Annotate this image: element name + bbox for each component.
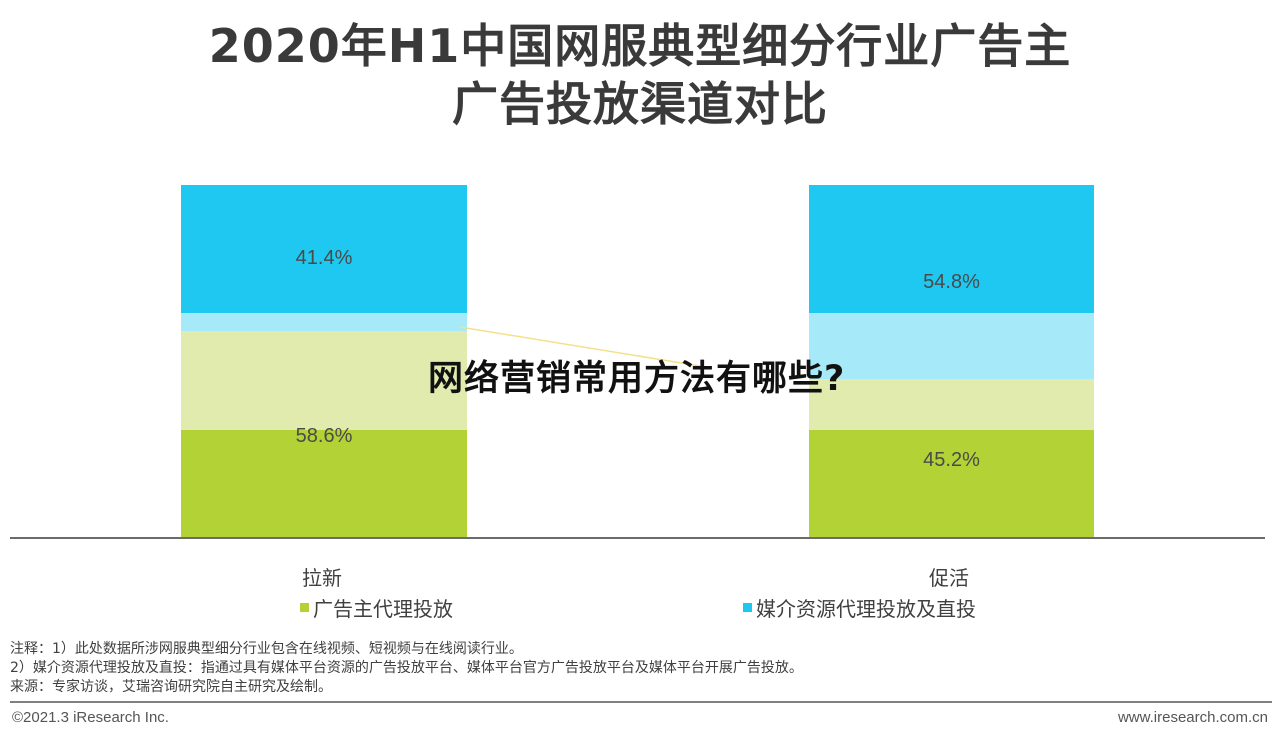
- copyright-text: ©2021.3 iResearch Inc.: [12, 709, 169, 726]
- category-label-lakin: 拉新: [302, 566, 342, 590]
- legend-label-agency: 广告主代理投放: [313, 597, 453, 621]
- bar-segment-media-cuhuo: [809, 185, 1094, 313]
- bar-segment-media-lakin: [181, 185, 467, 313]
- value-label-media-lakin: 41.4%: [295, 247, 353, 269]
- footer-url[interactable]: www.iresearch.com.cn: [1117, 709, 1268, 726]
- value-label-media-cuhuo: 54.8%: [923, 271, 980, 293]
- footer-divider: [10, 701, 1272, 703]
- chart-title-line-2: 广告投放渠道对比: [452, 77, 828, 131]
- bar-segment-agency-cuhuo: [809, 430, 1094, 538]
- note-line-1: 注释：1）此处数据所涉网服典型细分行业包含在线视频、短视频与在线阅读行业。: [10, 641, 523, 657]
- value-label-agency-cuhuo: 45.2%: [923, 449, 980, 471]
- legend-item-media: 媒介资源代理投放及直投: [743, 593, 976, 622]
- chart-title-line-1: 2020年H1中国网服典型细分行业广告主: [208, 19, 1072, 73]
- legend-item-agency: 广告主代理投放: [300, 593, 453, 622]
- source-line: 来源：专家访谈，艾瑞咨询研究院自主研究及绘制。: [10, 679, 332, 695]
- legend-swatch-green-icon: [300, 603, 309, 612]
- watermark-overlay-text: 网络营销常用方法有哪些?: [428, 359, 846, 399]
- x-axis-baseline: [10, 537, 1265, 539]
- legend-swatch-blue-icon: [743, 603, 752, 612]
- bar-segment-agency-light-lakin: [181, 331, 467, 430]
- category-label-cuhuo: 促活: [929, 566, 969, 590]
- bar-segment-media-light-lakin: [181, 313, 467, 331]
- note-line-2: 2）媒介资源代理投放及直投：指通过具有媒体平台资源的广告投放平台、媒体平台官方广…: [10, 660, 803, 676]
- bar-segment-media-light-cuhuo: [809, 313, 1094, 379]
- bar-segment-agency-lakin: [181, 430, 467, 538]
- value-label-agency-lakin: 58.6%: [295, 425, 353, 447]
- legend-label-media: 媒介资源代理投放及直投: [756, 597, 976, 621]
- bar-segment-agency-light-cuhuo: [809, 379, 1094, 430]
